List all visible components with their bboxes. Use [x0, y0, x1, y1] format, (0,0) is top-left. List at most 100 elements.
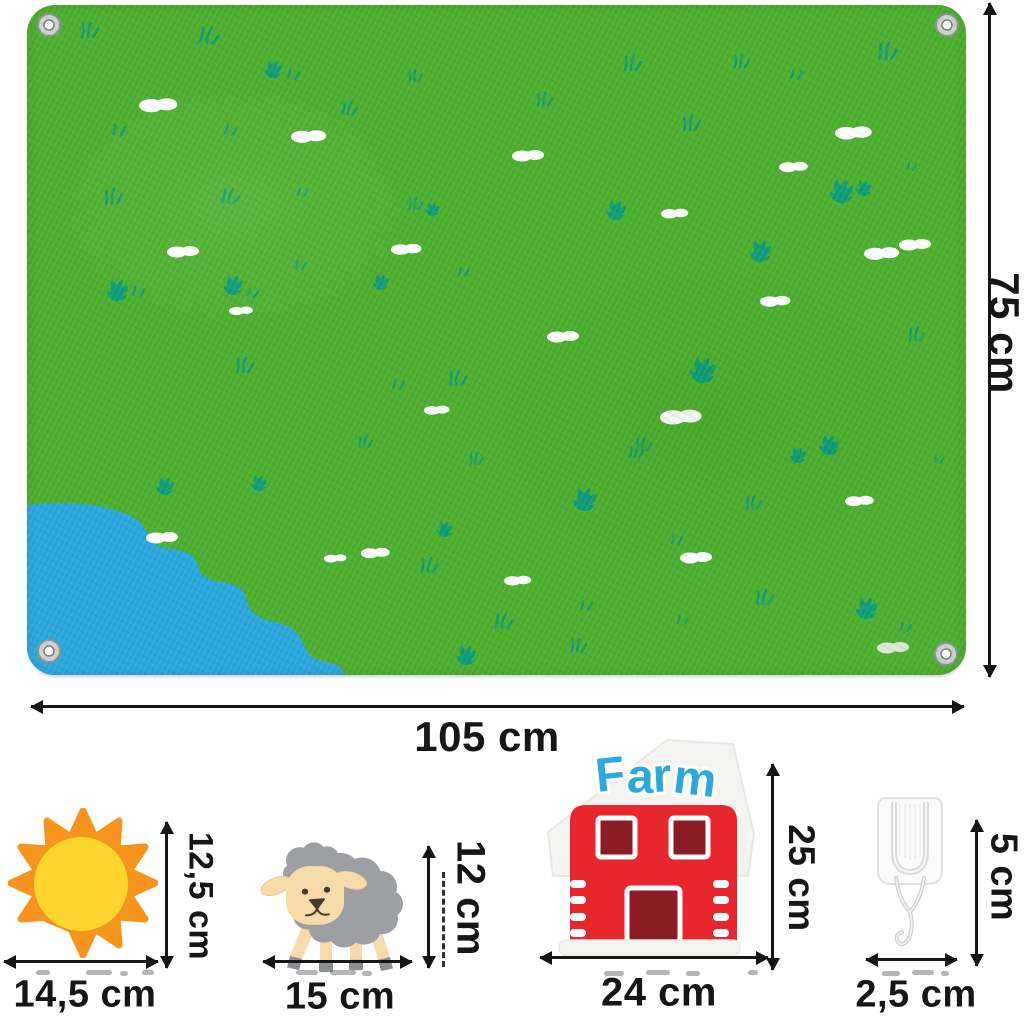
grass-tuft-icon	[448, 369, 468, 387]
cloud-icon	[845, 495, 874, 507]
grass-tuft-icon	[223, 275, 243, 295]
grass-tuft-icon	[733, 53, 751, 69]
grass-tuft-icon	[789, 68, 804, 81]
grass-tuft-icon	[103, 187, 124, 205]
sun-height-arrow	[165, 822, 168, 968]
hook-width-arrow	[866, 958, 957, 961]
grass-tuft-icon	[749, 240, 772, 262]
cropped-label-artifact	[330, 970, 356, 975]
grass-tuft-icon	[420, 556, 440, 574]
grass-tuft-icon	[469, 451, 485, 465]
grass-tuft-icon	[235, 356, 255, 374]
cloud-icon	[391, 243, 422, 255]
barn-window-left	[595, 815, 638, 860]
grass-tuft-icon	[296, 186, 309, 197]
cloud-icon	[760, 295, 791, 307]
grass-tuft-icon	[111, 123, 127, 137]
grass-tuft-icon	[391, 378, 406, 391]
cloud-icon	[361, 547, 390, 559]
grass-tuft-icon	[855, 180, 872, 196]
grass-tuft-icon	[570, 637, 588, 653]
cropped-label-artifact	[941, 971, 949, 976]
cropped-label-artifact	[646, 970, 670, 975]
grommet-icon	[37, 639, 61, 663]
grass-tuft-icon	[899, 621, 912, 632]
grass-tuft-icon	[606, 200, 626, 220]
cropped-label-artifact	[748, 970, 758, 975]
sheep-height-label: 12 cm	[448, 840, 493, 956]
sun-width-arrow	[4, 960, 158, 963]
cloud-icon	[660, 409, 702, 425]
cloud-icon	[779, 161, 808, 173]
cropped-label-artifact	[120, 971, 128, 976]
grass-tuft-icon	[755, 588, 775, 606]
grass-tuft-icon	[933, 454, 945, 464]
cropped-label-artifact	[36, 970, 50, 975]
grass-tuft-icon	[286, 68, 301, 81]
cloud-icon	[146, 532, 178, 544]
grass-tuft-icon	[681, 114, 702, 132]
cloud-icon	[229, 306, 253, 316]
grass-tuft-icon	[223, 124, 238, 137]
cloud-icon	[877, 642, 909, 654]
barn-height-label: 25 cm	[781, 824, 822, 932]
mat-height-arrow	[988, 3, 991, 677]
grass-tuft-icon	[676, 614, 689, 625]
grommet-icon	[37, 13, 61, 37]
grass-tuft-icon	[494, 612, 515, 630]
cloud-icon	[504, 575, 532, 586]
cropped-label-artifact	[686, 971, 700, 976]
grass-tuft-icon	[572, 487, 597, 511]
cloud-icon	[547, 331, 579, 343]
hook-height-label: 5 cm	[982, 832, 1024, 922]
barn-base	[558, 939, 741, 956]
sun-illustration	[8, 808, 158, 958]
grass-tuft-icon	[198, 25, 221, 46]
cloud-icon	[899, 239, 931, 251]
grass-tuft-icon	[263, 60, 282, 78]
felt-play-mat	[27, 5, 966, 675]
wall-hook-illustration	[877, 797, 943, 947]
grass-tuft-icon	[457, 266, 470, 277]
barn-window-right	[668, 815, 711, 860]
barn-door	[624, 885, 683, 945]
barn-sign-text: Farm	[593, 747, 720, 808]
grass-tuft-icon	[106, 279, 129, 301]
sheep-face	[286, 866, 344, 925]
mat-width-label: 105 cm	[414, 713, 560, 760]
barn-side-stripes	[570, 880, 729, 937]
sheep-width-label: 15 cm	[284, 975, 396, 1018]
grass-tuft-icon	[358, 434, 374, 448]
barn-width-label: 24 cm	[601, 970, 717, 1015]
grommet-icon	[935, 13, 959, 37]
grass-tuft-icon	[579, 599, 594, 612]
cloud-icon	[864, 247, 900, 260]
cloud-icon	[324, 554, 347, 563]
grass-tuft-icon	[131, 285, 146, 298]
grass-tuft-icon	[456, 645, 476, 665]
grass-tuft-icon	[877, 41, 899, 60]
grass-tuft-icon	[855, 597, 878, 619]
grass-tuft-icon	[407, 68, 424, 83]
mat-width-arrow	[31, 705, 964, 708]
hook-wire	[894, 876, 926, 947]
cropped-label-artifact	[882, 971, 900, 976]
sun-height-label: 12,5 cm	[181, 831, 220, 961]
hook-u-channel-highlight	[893, 802, 927, 874]
grass-tuft-icon	[906, 161, 918, 171]
grass-tuft-icon	[341, 100, 360, 117]
cloud-icon	[661, 208, 689, 219]
grass-tuft-icon	[670, 534, 683, 545]
sheep-height-dashed-line	[442, 872, 445, 967]
sheep-width-arrow	[263, 960, 412, 963]
cropped-label-artifact	[296, 970, 318, 975]
barn-height-arrow	[771, 764, 774, 970]
grass-tuft-icon	[745, 494, 763, 510]
hook-height-arrow	[975, 820, 978, 966]
cloud-icon	[424, 405, 450, 415]
grass-tuft-icon	[536, 91, 554, 107]
cropped-label-artifact	[142, 970, 154, 975]
grass-tuft-icon	[246, 287, 260, 299]
cloud-icon	[835, 126, 872, 140]
grass-tuft-icon	[436, 521, 453, 537]
